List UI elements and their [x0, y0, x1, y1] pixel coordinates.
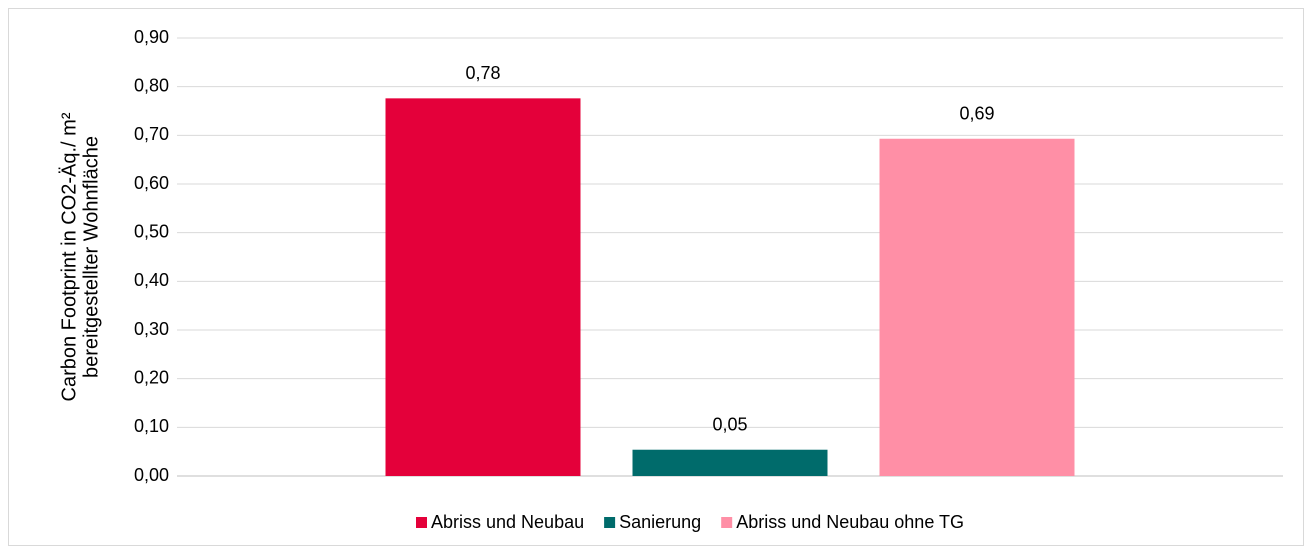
y-tick-label: 0,00: [134, 465, 169, 485]
y-tick-label: 0,50: [134, 221, 169, 241]
y-tick-label: 0,90: [134, 27, 169, 47]
y-tick-label: 0,60: [134, 173, 169, 193]
y-axis-title: Carbon Footprint in CO2-Äq./ m² bereitge…: [58, 112, 102, 401]
y-axis-title-line: Carbon Footprint in CO2-Äq./ m²: [58, 112, 80, 401]
data-label: 0,78: [465, 63, 500, 83]
legend-label: Abriss und Neubau: [431, 512, 584, 532]
y-tick-label: 0,30: [134, 319, 169, 339]
y-axis-title-line: bereitgestellter Wohnfläche: [80, 136, 102, 378]
legend-swatch: [721, 517, 733, 528]
y-tick-label: 0,20: [134, 367, 169, 387]
data-label: 0,05: [712, 414, 747, 434]
legend-swatch: [604, 517, 616, 528]
y-tick-label: 0,70: [134, 124, 169, 144]
y-tick-label: 0,80: [134, 75, 169, 95]
y-tick-label: 0,10: [134, 416, 169, 436]
bar: [879, 138, 1075, 477]
legend-label: Abriss und Neubau ohne TG: [736, 512, 964, 532]
legend-swatch: [416, 517, 427, 528]
data-label: 0,69: [959, 103, 994, 123]
bar: [385, 98, 581, 476]
legend-label: Sanierung: [619, 512, 701, 532]
bar: [632, 449, 828, 476]
y-tick-label: 0,40: [134, 270, 169, 290]
